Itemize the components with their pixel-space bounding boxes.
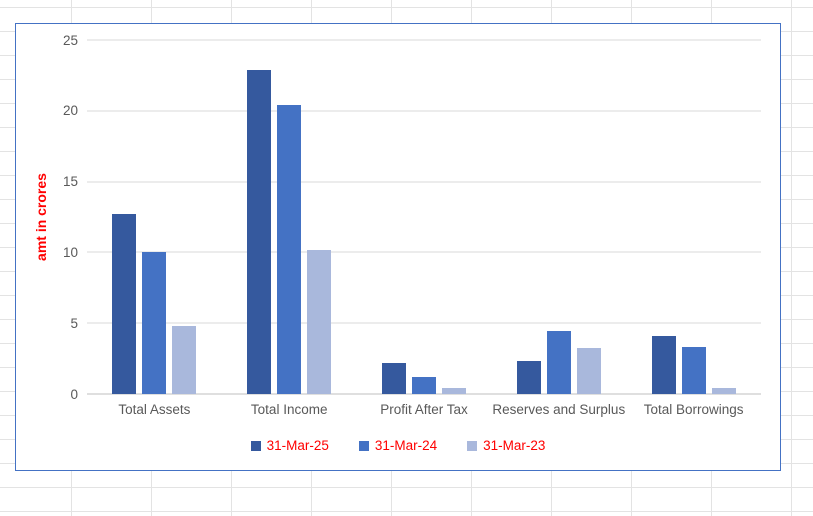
legend: 31-Mar-25 31-Mar-24 31-Mar-23 xyxy=(16,438,780,453)
legend-item[interactable]: 31-Mar-25 xyxy=(250,438,329,453)
legend-label: 31-Mar-25 xyxy=(266,438,329,453)
bar-31-Mar-24[interactable] xyxy=(681,346,706,394)
bar-group xyxy=(357,40,492,394)
bar-31-Mar-25[interactable] xyxy=(651,335,676,394)
y-tick-label: 20 xyxy=(62,103,78,119)
bar-31-Mar-24[interactable] xyxy=(411,377,436,394)
y-gridline xyxy=(87,181,761,183)
bar-group xyxy=(87,40,222,394)
bar-31-Mar-25[interactable] xyxy=(247,69,272,394)
y-gridline xyxy=(87,322,761,324)
bar-31-Mar-25[interactable] xyxy=(516,360,541,394)
x-axis-line xyxy=(87,393,761,395)
y-tick-label: 25 xyxy=(62,32,78,48)
legend-label: 31-Mar-23 xyxy=(483,438,546,453)
y-tick-label: 0 xyxy=(70,386,78,402)
y-gridline xyxy=(87,251,761,253)
chart-object[interactable]: amt in crores 0 5 10 15 20 25 Total Assets Tot… xyxy=(15,23,781,471)
bar-31-Mar-25[interactable] xyxy=(381,362,406,394)
bar-31-Mar-25[interactable] xyxy=(112,214,137,394)
bar-group xyxy=(626,40,761,394)
category-label: Total Income xyxy=(250,402,328,417)
category-label: Total Assets xyxy=(118,402,191,417)
bar-31-Mar-24[interactable] xyxy=(142,252,167,394)
bar-31-Mar-23[interactable] xyxy=(172,326,197,394)
legend-item[interactable]: 31-Mar-23 xyxy=(467,438,545,453)
category-label: Profit After Tax xyxy=(380,402,468,417)
bar-31-Mar-24[interactable] xyxy=(546,331,571,394)
x-axis-category-labels: Total Assets Total Income Profit After Tax… xyxy=(87,402,761,417)
bar-group xyxy=(222,40,357,394)
bar-31-Mar-23[interactable] xyxy=(307,249,332,394)
bar-31-Mar-24[interactable] xyxy=(277,105,302,394)
y-gridline xyxy=(87,110,761,112)
legend-swatch-icon xyxy=(467,440,478,451)
bar-31-Mar-23[interactable] xyxy=(711,387,736,394)
legend-swatch-icon xyxy=(250,440,261,451)
y-tick-label: 10 xyxy=(62,244,78,260)
legend-label: 31-Mar-24 xyxy=(374,438,438,453)
y-tick-label: 5 xyxy=(70,315,78,331)
y-tick-label: 15 xyxy=(62,173,78,189)
legend-swatch-icon xyxy=(358,440,369,451)
bar-group xyxy=(491,40,626,394)
y-gridline xyxy=(87,39,761,41)
category-label: Total Borrowings xyxy=(643,402,744,417)
category-label: Reserves and Surplus xyxy=(492,402,626,417)
legend-item[interactable]: 31-Mar-24 xyxy=(358,438,438,453)
y-axis-tick-labels: 0 5 10 15 20 25 xyxy=(16,33,78,400)
bars-layer xyxy=(87,40,761,394)
plot-area xyxy=(87,39,761,395)
bar-31-Mar-23[interactable] xyxy=(441,388,466,394)
bar-31-Mar-23[interactable] xyxy=(576,347,601,394)
